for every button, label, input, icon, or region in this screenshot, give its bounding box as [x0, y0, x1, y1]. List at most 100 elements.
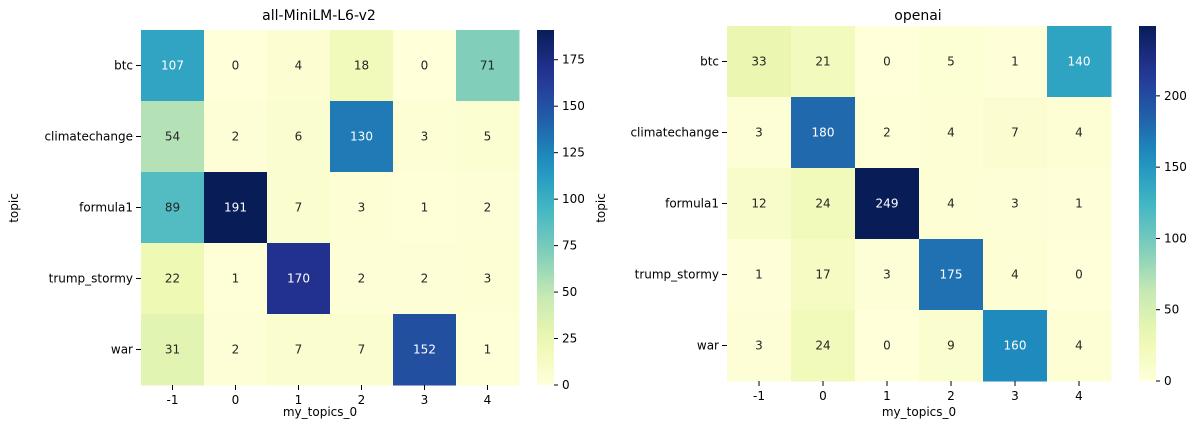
- heatmap-cell: [727, 310, 792, 382]
- y-tick-label: war: [111, 343, 133, 357]
- colorbar-tick-label: 50: [562, 285, 577, 299]
- cell-value-label: 2: [358, 272, 366, 286]
- cell-value-label: 3: [883, 268, 891, 282]
- heatmap-cell: [1047, 310, 1112, 382]
- cell-value-label: 0: [883, 55, 891, 69]
- colorbar-tick-label: 150: [562, 99, 585, 113]
- cell-value-label: 24: [815, 339, 830, 353]
- cell-value-label: 4: [947, 126, 955, 140]
- colorbar-gradient: [537, 30, 554, 385]
- colorbar-tick-label: 175: [562, 53, 585, 67]
- heatmap-cell: [983, 310, 1048, 382]
- x-axis-ticks: -1 0 1 2 3 4: [167, 385, 491, 407]
- cell-value-label: 7: [295, 343, 303, 357]
- cell-value-label: 7: [358, 343, 366, 357]
- heatmap-cell: [1047, 239, 1112, 311]
- y-tick-label: climatechange: [630, 126, 719, 140]
- cell-value-label: 31: [165, 343, 180, 357]
- heatmap-cell: [919, 239, 984, 311]
- colorbar-tick-label: 150: [1164, 160, 1187, 174]
- heatmap-cell: [855, 97, 920, 169]
- heatmap-cell: [919, 168, 984, 240]
- heatmap-cell: [141, 243, 205, 315]
- heatmap-cell: [267, 101, 331, 173]
- heatmap-cell: [727, 239, 792, 311]
- cell-value-label: 5: [947, 55, 955, 69]
- cell-value-label: 9: [947, 339, 955, 353]
- cell-value-label: 180: [812, 126, 835, 140]
- heatmap-cell: [330, 314, 394, 386]
- y-tick-label: formula1: [79, 201, 133, 215]
- cell-value-label: 0: [883, 339, 891, 353]
- cell-value-label: 7: [1011, 126, 1019, 140]
- heatmap-cell: [267, 314, 331, 386]
- heatmap-cell: [456, 30, 520, 102]
- cell-value-label: 3: [484, 272, 492, 286]
- cell-value-label: 1: [484, 343, 492, 357]
- x-axis-label: my_topics_0: [283, 405, 357, 419]
- heatmap-cell: [267, 172, 331, 244]
- cell-value-label: 152: [413, 343, 436, 357]
- heatmap-cell: [393, 101, 457, 173]
- x-tick-label: 3: [1011, 389, 1019, 403]
- cell-value-label: 2: [232, 343, 240, 357]
- cell-value-label: 191: [224, 201, 247, 215]
- cell-value-label: 12: [751, 197, 766, 211]
- cell-value-label: 3: [1011, 197, 1019, 211]
- heatmap-cell: [267, 30, 331, 102]
- cell-value-label: 54: [165, 130, 180, 144]
- x-tick-label: 0: [232, 393, 240, 407]
- cell-value-label: 107: [161, 59, 184, 73]
- cell-value-label: 0: [1075, 268, 1083, 282]
- cell-value-label: 3: [421, 130, 429, 144]
- cell-value-label: 3: [755, 126, 763, 140]
- x-tick-label: 3: [421, 393, 429, 407]
- x-axis-label: my_topics_0: [882, 405, 956, 419]
- y-tick-label: trump_stormy: [49, 272, 133, 286]
- cell-value-label: 4: [947, 197, 955, 211]
- x-tick-label: 2: [947, 389, 955, 403]
- heatmap-cell: [204, 30, 268, 102]
- heatmap-cell: [791, 310, 856, 382]
- cell-value-label: 4: [1011, 268, 1019, 282]
- colorbar-tick-label: 100: [562, 192, 585, 206]
- y-tick-label: war: [697, 339, 719, 353]
- heatmap-cell: [456, 243, 520, 315]
- heatmap-cell: [330, 101, 394, 173]
- heatmap-cell: [855, 168, 920, 240]
- y-tick-label: btc: [700, 55, 719, 69]
- cell-value-label: 0: [232, 59, 240, 73]
- heatmap-cell: [791, 239, 856, 311]
- y-tick-label: btc: [114, 59, 133, 73]
- colorbar-gradient: [1139, 26, 1156, 381]
- cell-value-label: 2: [484, 201, 492, 215]
- colorbar-tick-label: 200: [1164, 89, 1187, 103]
- cell-value-label: 89: [165, 201, 180, 215]
- cell-value-label: 170: [287, 272, 310, 286]
- cell-value-label: 1: [755, 268, 763, 282]
- heatmap-cell: [983, 239, 1048, 311]
- heatmap-cell: [141, 101, 205, 173]
- cell-value-label: 0: [421, 59, 429, 73]
- heatmap-cell: [330, 172, 394, 244]
- colorbar-tick-label: 0: [1164, 374, 1172, 388]
- colorbar-tick-label: 25: [562, 332, 577, 346]
- cell-value-label: 1: [1075, 197, 1083, 211]
- heatmap-cell: [855, 239, 920, 311]
- y-tick-label: trump_stormy: [635, 268, 719, 282]
- heatmap-cell: [204, 172, 268, 244]
- heatmap-cell: [983, 168, 1048, 240]
- colorbar: 0 50 100 150 200: [1139, 26, 1187, 388]
- cell-value-label: 5: [484, 130, 492, 144]
- heatmap-cell: [983, 97, 1048, 169]
- heatmap-cell: [141, 314, 205, 386]
- x-tick-label: 1: [295, 393, 303, 407]
- colorbar-tick-label: 50: [1164, 303, 1179, 317]
- heatmap-cell: [727, 168, 792, 240]
